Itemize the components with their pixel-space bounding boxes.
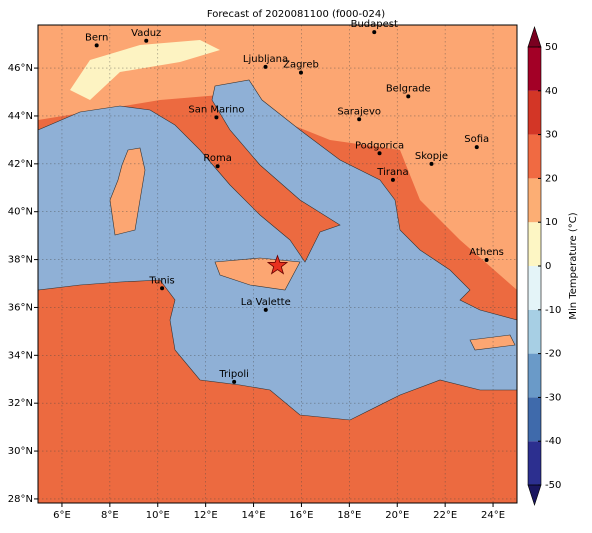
colorbar-tick-label: -20 xyxy=(545,349,561,360)
city-label: Sofia xyxy=(464,134,489,145)
colorbar-band xyxy=(528,266,541,310)
island-corsica-sardinia xyxy=(109,147,146,236)
city-label: Tunis xyxy=(148,275,174,286)
city-label: Sarajevo xyxy=(337,106,381,117)
city-dot xyxy=(429,161,434,166)
city-label: La Valette xyxy=(241,297,291,308)
city-dot xyxy=(357,117,362,122)
colorbar-tick-label: -10 xyxy=(545,305,561,316)
x-tick-label: 18°E xyxy=(337,510,361,521)
land-cold xyxy=(70,40,220,100)
city-dot xyxy=(372,30,377,35)
colorbar-band xyxy=(528,222,541,266)
map-frame xyxy=(37,24,518,504)
colorbar-tick-label: -40 xyxy=(545,436,561,447)
city-label: Zagreb xyxy=(283,60,319,71)
colorbar-tick-label: 30 xyxy=(545,130,558,141)
y-tick-label: 30°N xyxy=(8,446,33,457)
land-north xyxy=(38,25,517,290)
x-tick-label: 24°E xyxy=(481,510,505,521)
y-tick-label: 28°N xyxy=(8,494,33,505)
colorbar-band xyxy=(528,397,541,442)
colorbar: -50 -40 -30 -20 -10 0 10 20 30 40 50 xyxy=(527,26,561,506)
x-tick-label: 8°E xyxy=(101,510,119,521)
title: Forecast of 2020081100 (f000-024) xyxy=(207,9,385,20)
colorbar-label: Min Temperature (°C) xyxy=(568,212,579,319)
city-label: San Marino xyxy=(188,104,244,115)
city-dot xyxy=(215,164,220,169)
x-tick-label: 20°E xyxy=(385,510,409,521)
city-dot xyxy=(406,94,411,99)
axes: 6°E 8°E 10°E 12°E 14°E 16°E 18°E 20°E 22°E 24°E 28… xyxy=(8,63,505,521)
colorbar-tick-label: 10 xyxy=(545,217,558,228)
y-tick-label: 44°N xyxy=(8,111,33,122)
city-label: Skopje xyxy=(415,151,448,162)
city-dot xyxy=(484,258,489,263)
colorbar-tick-label: 20 xyxy=(545,173,558,184)
y-tick-label: 36°N xyxy=(8,302,33,313)
x-tick-label: 22°E xyxy=(433,510,457,521)
city-dot xyxy=(377,151,382,156)
x-tick-label: 10°E xyxy=(146,510,170,521)
y-tick-label: 40°N xyxy=(8,207,33,218)
cities: Bern VaduzBudapestLjubljanaZagrebBelgrade… xyxy=(85,19,504,384)
x-tick-label: 12°E xyxy=(194,510,218,521)
x-tick-label: 14°E xyxy=(242,510,266,521)
colorbar-tick-label: -50 xyxy=(545,480,561,491)
colorbar-band xyxy=(528,90,541,135)
map-area: Bern VaduzBudapestLjubljanaZagrebBelgrade… xyxy=(37,19,518,504)
city-dot xyxy=(214,115,219,120)
city-dot xyxy=(144,38,149,43)
city-label: Vaduz xyxy=(131,28,161,39)
city-dot xyxy=(263,307,268,312)
colorbar-band xyxy=(528,178,541,223)
colorbar-band xyxy=(528,134,541,179)
y-tick-label: 32°N xyxy=(8,398,33,409)
colorbar-band xyxy=(528,441,541,485)
event-marker xyxy=(266,254,289,275)
colorbar-band xyxy=(528,309,541,354)
city-dot xyxy=(390,177,395,182)
colorbar-tick-label: 50 xyxy=(545,42,558,53)
x-tick-label: 16°E xyxy=(289,510,313,521)
colorbar-band xyxy=(528,47,541,91)
city-label: Tripoli xyxy=(218,369,249,380)
y-tick-label: 38°N xyxy=(8,255,33,266)
city-label: Tirana xyxy=(376,167,408,178)
city-dot xyxy=(94,43,99,48)
colorbar-tick-label: 0 xyxy=(545,261,551,272)
city-dot xyxy=(298,70,303,75)
city-label: Ljubljana xyxy=(243,54,288,65)
colorbar-tick-label: 40 xyxy=(545,86,558,97)
y-tick-label: 34°N xyxy=(8,350,33,361)
island-crete xyxy=(469,334,516,351)
x-tick-label: 6°E xyxy=(53,510,71,521)
colorbar-band xyxy=(528,353,541,398)
colorbar-tick-label: -30 xyxy=(545,392,561,403)
city-dot xyxy=(474,145,479,150)
colorbar-extend-high xyxy=(527,26,542,48)
city-label: Belgrade xyxy=(386,83,431,94)
city-label: Roma xyxy=(203,153,232,164)
city-label: Podgorica xyxy=(355,140,404,151)
y-tick-label: 42°N xyxy=(8,159,33,170)
city-label: Athens xyxy=(469,247,504,258)
city-dot xyxy=(160,286,165,291)
city-dot xyxy=(263,64,268,69)
y-tick-label: 46°N xyxy=(8,63,33,74)
colorbar-extend-low xyxy=(527,484,542,506)
city-label: Bern xyxy=(85,32,108,43)
city-dot xyxy=(232,379,237,384)
